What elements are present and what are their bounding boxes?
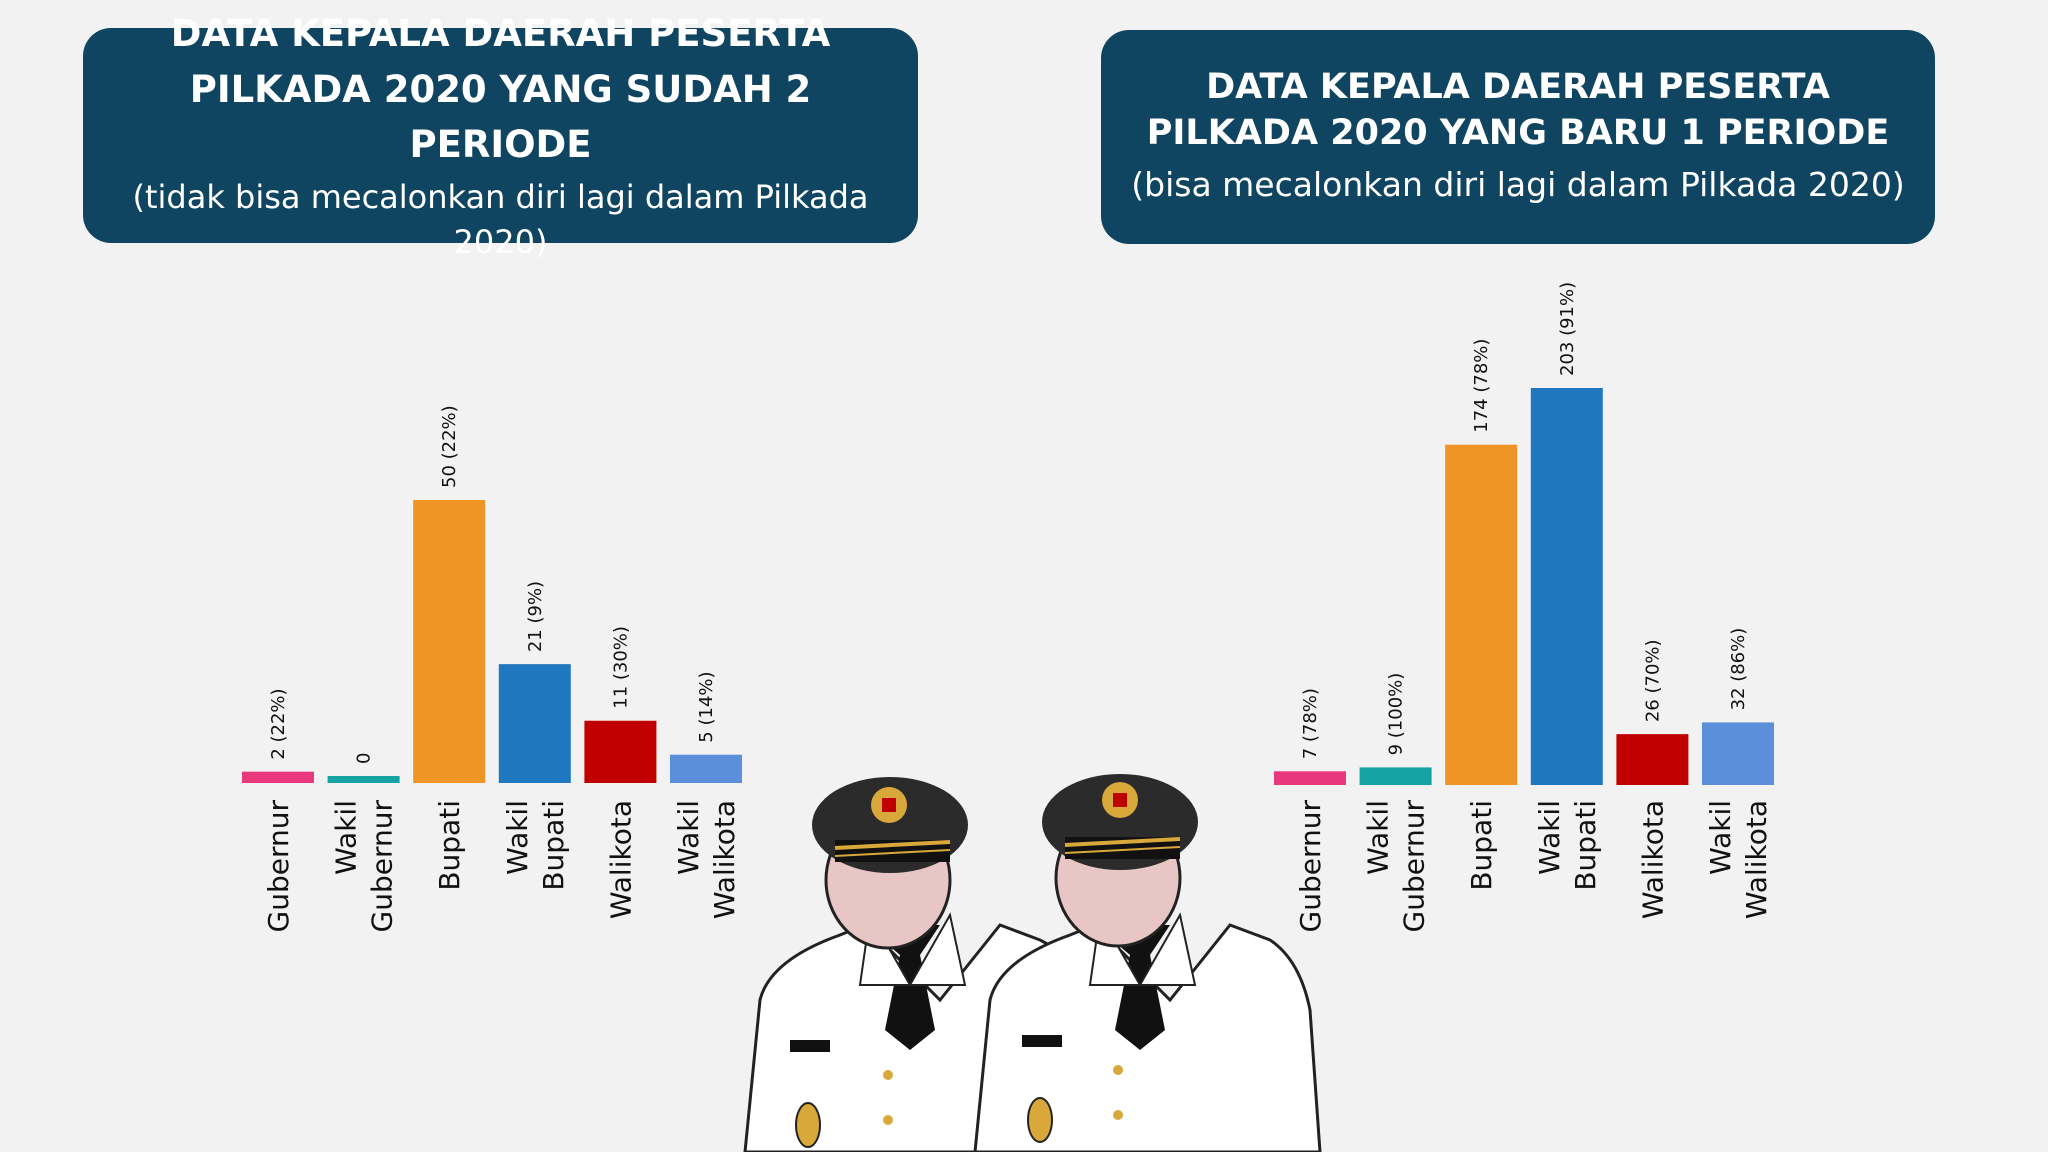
- bar-bupati: [413, 500, 486, 783]
- official-figure: [973, 774, 1322, 1152]
- category-label: Gubernur: [366, 800, 399, 933]
- right-subtitle: (bisa mecalonkan diri lagi dalam Pilkada…: [1131, 165, 1905, 205]
- category-label: Walikota: [604, 800, 637, 919]
- bar-wakil-gubernur: [327, 776, 400, 783]
- data-label: 5 (14%): [696, 671, 717, 742]
- category-label: Walikota: [1636, 800, 1669, 919]
- data-label: 0: [354, 753, 375, 764]
- data-label: 9 (100%): [1386, 673, 1407, 756]
- category-label: Wakil: [330, 800, 363, 875]
- data-label: 26 (70%): [1642, 639, 1663, 722]
- data-label: 50 (22%): [439, 405, 460, 488]
- category-label: Wakil: [1704, 800, 1737, 875]
- data-label: 32 (86%): [1728, 628, 1749, 711]
- category-label: Gubernur: [1294, 800, 1327, 933]
- bar-wakil-walikota: [1702, 722, 1774, 785]
- category-label: Bupati: [1465, 800, 1498, 891]
- data-label: 174 (78%): [1471, 339, 1492, 433]
- officials-illustration: [743, 774, 1322, 1152]
- data-label: 2 (22%): [268, 688, 289, 759]
- category-label: Bupati: [537, 800, 570, 891]
- bar-wakil-gubernur: [1359, 767, 1432, 785]
- right-title-box: DATA KEPALA DAERAH PESERTA PILKADA 2020 …: [1101, 30, 1935, 244]
- left-subtitle: (tidak bisa mecalonkan diri lagi dalam P…: [132, 177, 869, 261]
- category-label: Gubernur: [262, 800, 295, 933]
- bar-gubernur: [242, 771, 314, 783]
- data-label: 203 (91%): [1557, 282, 1578, 376]
- category-label: Walikota: [1740, 800, 1773, 919]
- left-title: DATA KEPALA DAERAH PESERTA PILKADA 2020 …: [170, 12, 831, 167]
- category-label: Wakil: [672, 800, 705, 875]
- bar-wakil-walikota: [670, 754, 742, 783]
- bar-bupati: [1445, 444, 1518, 785]
- data-label: 21 (9%): [525, 581, 546, 652]
- category-label: Walikota: [708, 800, 741, 919]
- category-label: Wakil: [1533, 800, 1566, 875]
- bar-walikota: [1616, 734, 1689, 785]
- data-label: 11 (30%): [610, 626, 631, 709]
- data-label: 7 (78%): [1300, 688, 1321, 759]
- category-label: Wakil: [501, 800, 534, 875]
- right-title: DATA KEPALA DAERAH PESERTA PILKADA 2020 …: [1146, 67, 1890, 153]
- bar-wakil-bupati: [1530, 388, 1603, 785]
- bar-gubernur: [1274, 771, 1346, 785]
- official-figure: [743, 777, 1102, 1152]
- category-label: Wakil: [1362, 800, 1395, 875]
- left-title-box: DATA KEPALA DAERAH PESERTA PILKADA 2020 …: [83, 12, 918, 261]
- category-label: Bupati: [1569, 800, 1602, 891]
- bar-walikota: [584, 720, 657, 783]
- category-label: Bupati: [433, 800, 466, 891]
- bar-wakil-bupati: [498, 664, 571, 783]
- category-label: Gubernur: [1398, 800, 1431, 933]
